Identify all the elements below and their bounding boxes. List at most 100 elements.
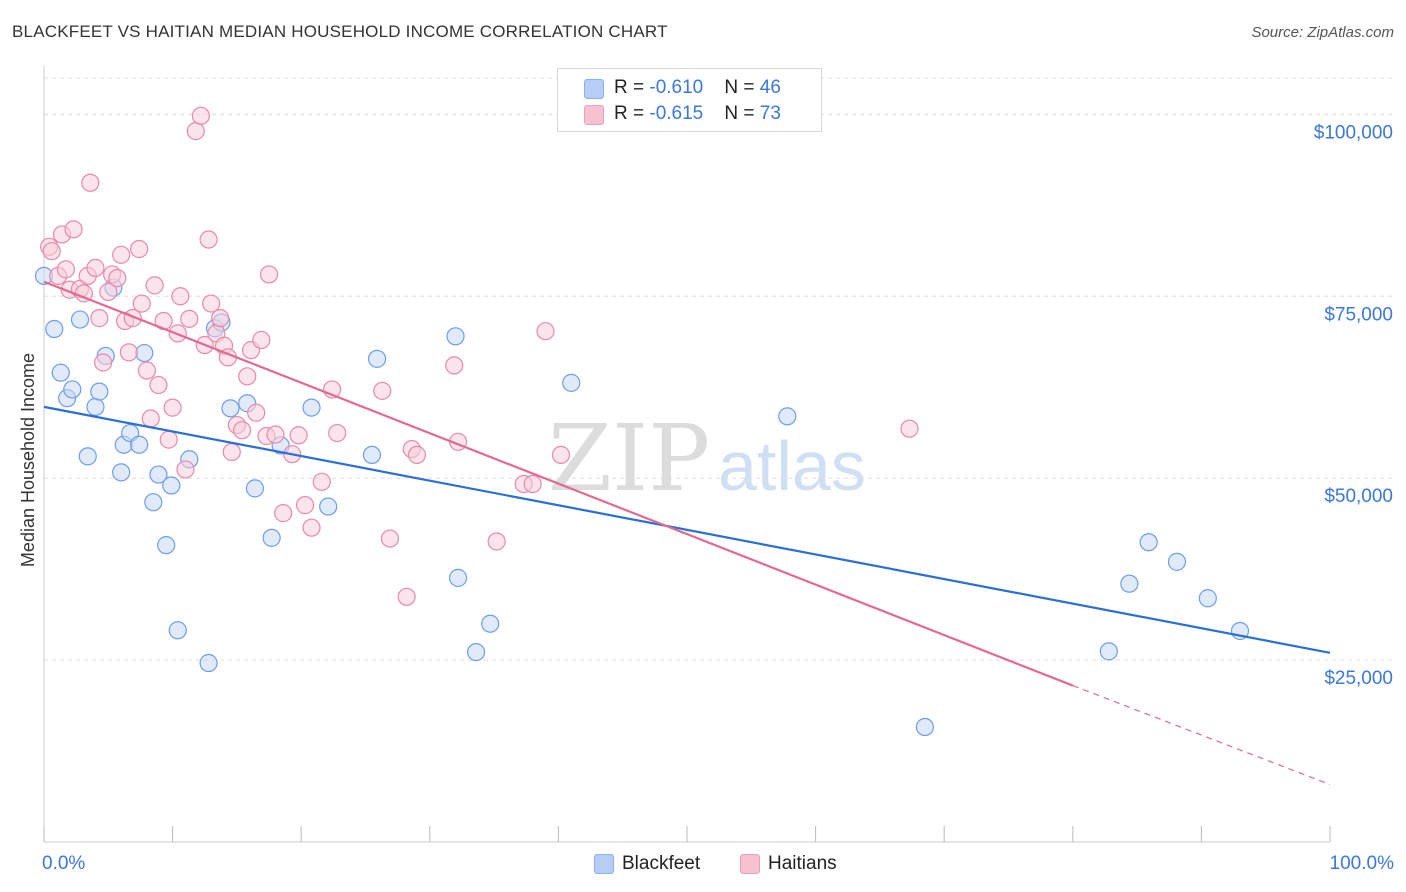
- blackfeet-point: [90, 382, 109, 401]
- haitians-point: [407, 445, 427, 465]
- blackfeet-point: [262, 528, 281, 547]
- blackfeet-trend-line: [43, 405, 1331, 654]
- blackfeet-point: [448, 568, 468, 587]
- blackfeet-point: [168, 621, 187, 640]
- haitians-point: [186, 122, 205, 141]
- trend-lines: [43, 280, 1331, 786]
- haitians-point: [42, 242, 61, 261]
- haitians-point: [180, 309, 199, 328]
- haitians-point: [302, 518, 321, 537]
- haitians-point: [274, 504, 293, 523]
- haitians-point: [211, 309, 230, 328]
- source-label: Source: ZipAtlas.com: [1251, 24, 1394, 41]
- haitians-point: [252, 330, 271, 350]
- blackfeet-point: [319, 497, 338, 516]
- haitians-point: [487, 532, 506, 551]
- haitians-point: [112, 245, 131, 264]
- axis-labels: $25,000 $50,000 $75,000 $100,000 0.0% 100.0% M…: [18, 122, 1394, 874]
- blackfeet-point: [51, 363, 70, 382]
- haitians-point: [289, 426, 308, 445]
- blackfeet-point: [362, 445, 382, 465]
- y-tick-label: $25,000: [1324, 668, 1393, 689]
- r-value: -0.610: [649, 77, 704, 98]
- blackfeet-point: [245, 479, 265, 498]
- haitians-point: [56, 260, 75, 279]
- blackfeet-point: [481, 614, 500, 633]
- blackfeet-point: [302, 398, 321, 417]
- chart-title: BLACKFEET VS HAITIAN MEDIAN HOUSEHOLD IN…: [12, 22, 668, 41]
- haitians-point: [108, 268, 127, 288]
- blackfeet-point: [221, 399, 240, 418]
- r-label: R =: [614, 77, 650, 98]
- blackfeet-point: [112, 463, 131, 482]
- haitians-point: [149, 375, 168, 395]
- blackfeet-point: [45, 319, 64, 339]
- blackfeet-point: [915, 717, 935, 737]
- watermark-atlas: atlas: [718, 427, 866, 505]
- haitians-point: [523, 474, 542, 494]
- haitians-point: [130, 239, 149, 259]
- haitians-point: [159, 430, 178, 449]
- legend-label-haitians: Haitians: [768, 853, 837, 874]
- haitians-trend-extension: [1072, 685, 1331, 786]
- haitians-point: [373, 381, 392, 400]
- haitians-point: [232, 421, 252, 440]
- haitians-point: [900, 419, 919, 438]
- watermark: ZIP atlas: [548, 405, 866, 512]
- r-value: -0.615: [649, 103, 704, 124]
- watermark-zip: ZIP: [548, 405, 710, 512]
- haitians-point: [199, 230, 218, 249]
- haitians-point: [64, 220, 83, 239]
- blackfeet-point: [1139, 533, 1158, 552]
- blackfeet-point: [144, 493, 163, 512]
- axes: [43, 66, 1331, 843]
- haitians-point: [86, 258, 105, 278]
- blackfeet-point: [86, 397, 105, 416]
- y-axis-label: Median Household Income: [18, 353, 38, 567]
- haitians-point: [295, 496, 315, 515]
- haitians-point: [397, 587, 416, 606]
- haitians-point: [238, 367, 257, 386]
- blackfeet-point: [135, 343, 154, 363]
- blackfeet-point: [157, 536, 176, 555]
- haitians-point: [141, 409, 160, 428]
- haitians-point: [94, 353, 113, 372]
- legend-swatch-haitians: [740, 854, 760, 874]
- haitians-point: [145, 276, 164, 295]
- blackfeet-point: [446, 327, 465, 346]
- haitians-point: [551, 445, 571, 465]
- blackfeet-point: [1198, 589, 1217, 608]
- haitians-point: [445, 356, 464, 375]
- haitians-point: [202, 294, 221, 313]
- series-legend: Blackfeet Haitians: [0, 852, 1406, 878]
- haitians-point: [119, 343, 138, 362]
- haitians-point: [380, 529, 400, 548]
- haitians-point: [81, 173, 100, 192]
- haitians-point: [176, 460, 195, 479]
- haitians-point: [312, 472, 331, 491]
- n-label: N =: [724, 77, 760, 98]
- blackfeet-point: [1167, 552, 1187, 571]
- haitians-point: [90, 309, 109, 328]
- legend-label-blackfeet: Blackfeet: [622, 853, 701, 874]
- blackfeet-point: [367, 349, 387, 368]
- legend-swatch-blackfeet: [594, 854, 614, 874]
- blackfeet-point: [149, 465, 168, 484]
- y-tick-label: $75,000: [1324, 304, 1393, 325]
- haitians-point: [247, 403, 266, 422]
- blackfeet-point: [466, 642, 486, 662]
- haitians-point: [536, 322, 555, 341]
- haitians-point: [266, 425, 285, 444]
- y-tick-label: $50,000: [1324, 486, 1393, 507]
- blackfeet-point: [70, 310, 90, 329]
- haitians-point: [328, 423, 347, 443]
- haitians-point: [259, 265, 279, 284]
- n-value: 46: [759, 77, 781, 98]
- blackfeet-point: [63, 380, 82, 399]
- correlation-legend: R = -0.610 N = 46 R = -0.615 N = 73: [557, 68, 822, 132]
- blackfeet-point: [130, 435, 149, 454]
- haitians-point: [99, 282, 118, 302]
- blackfeet-point: [778, 407, 797, 426]
- blackfeet-point: [562, 373, 581, 392]
